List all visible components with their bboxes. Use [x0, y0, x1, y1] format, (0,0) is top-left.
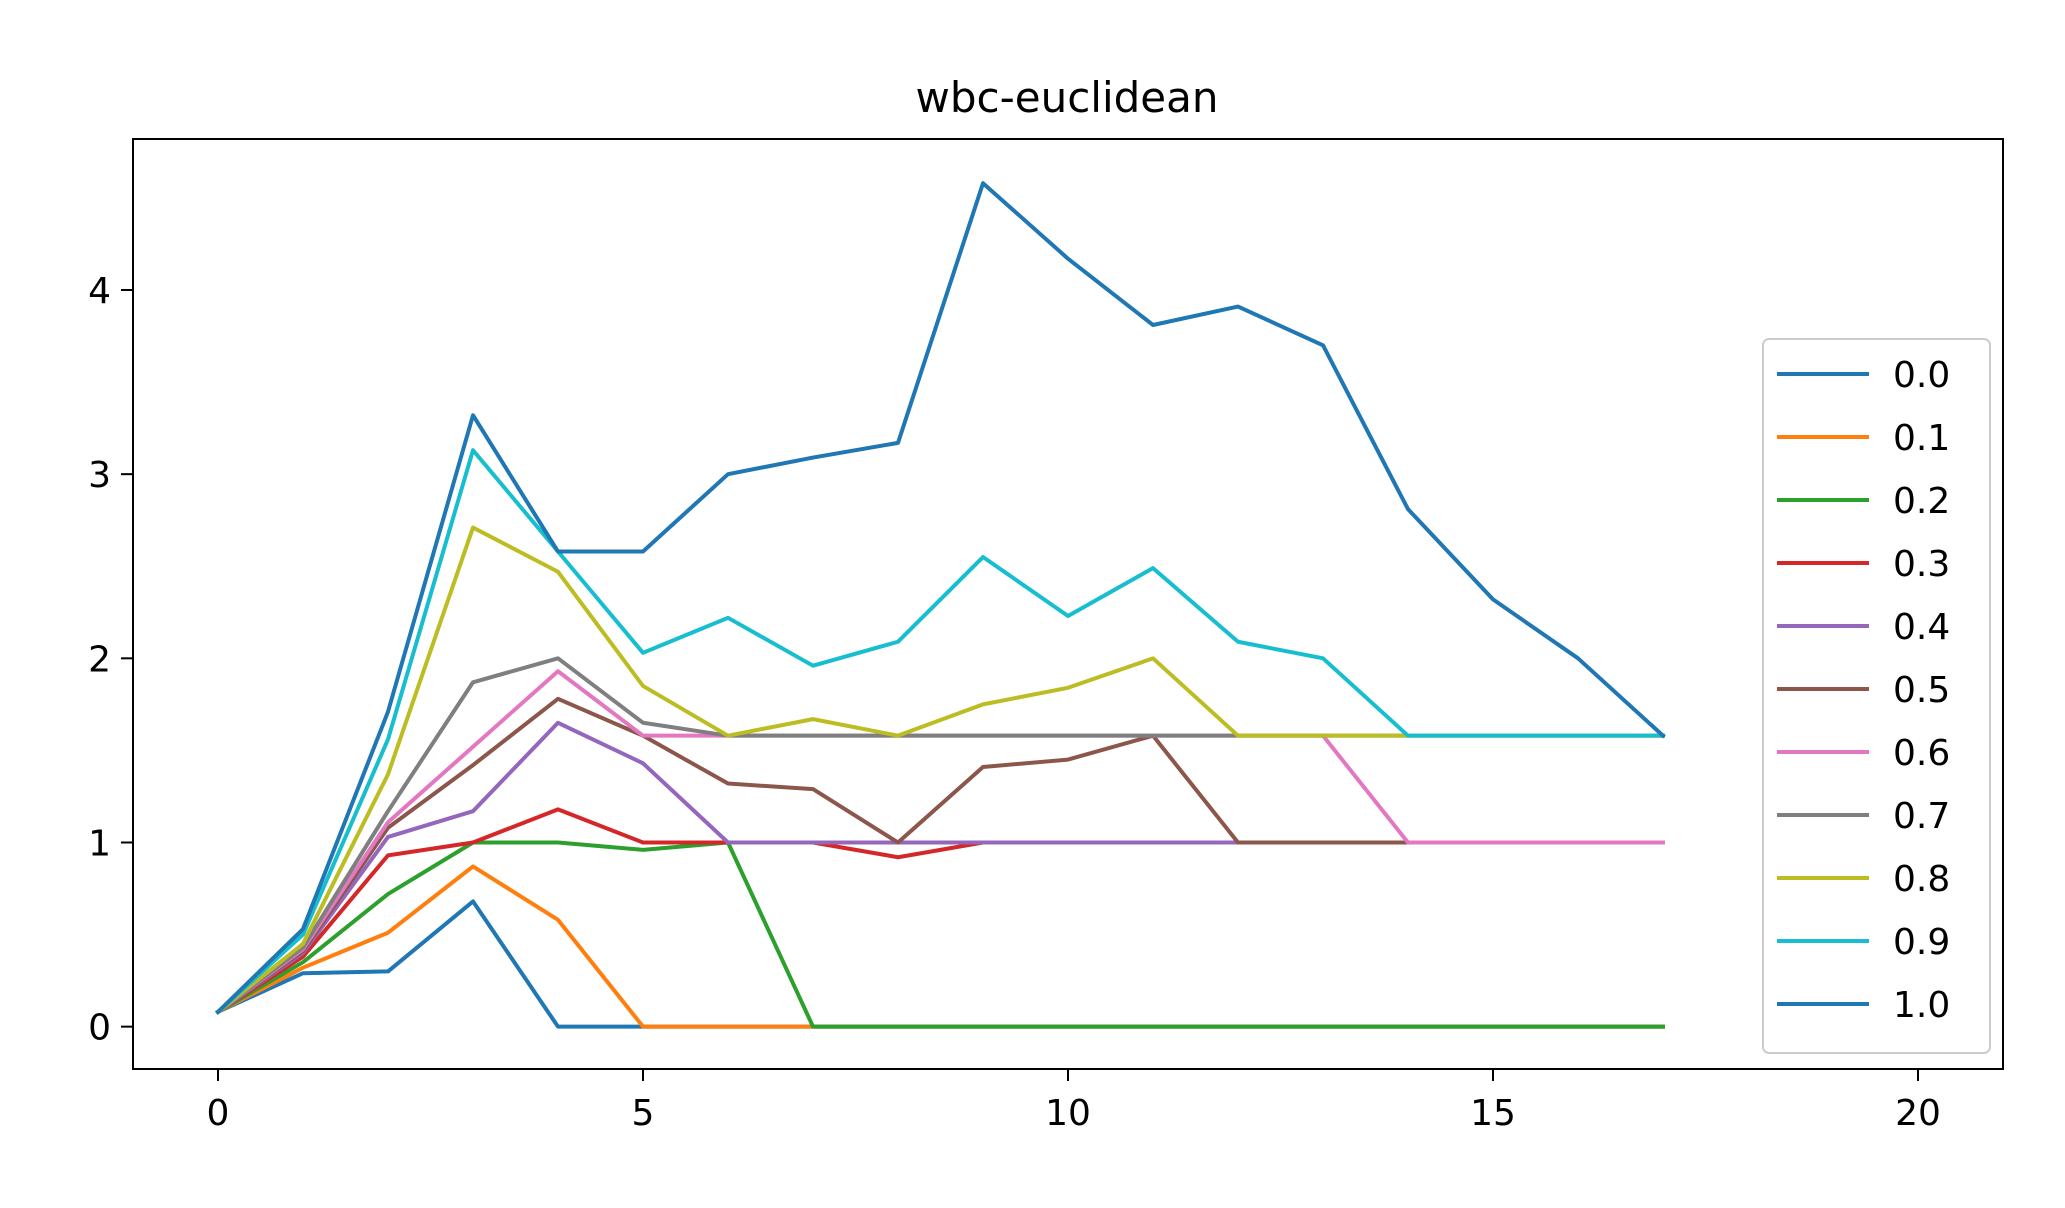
- series-layer: [215, 181, 1666, 1029]
- legend-box: [1762, 338, 1991, 1054]
- series-line-0.2: [215, 840, 1665, 1029]
- y-tick-label: 1: [88, 823, 111, 864]
- legend-label: 1.0: [1893, 985, 1950, 1026]
- plot-area: [133, 139, 2003, 1069]
- legend-label: 0.8: [1893, 859, 1950, 900]
- x-tick-label: 0: [207, 1093, 230, 1134]
- series-line-0.9: [215, 448, 1665, 1015]
- chart-title: wbc-euclidean: [915, 73, 1218, 122]
- legend-label: 0.6: [1893, 733, 1950, 774]
- legend: 0.0 0.1 0.2 0.3 0.4 0.5 0.6 0.7 0.8 0.9 1.0: [1762, 338, 1991, 1054]
- x-tick-label: 20: [1895, 1093, 1941, 1134]
- y-tick-label: 3: [88, 455, 111, 496]
- series-line-1.0: [215, 181, 1666, 1015]
- x-tick-label: 15: [1470, 1093, 1516, 1134]
- x-tick-label: 10: [1045, 1093, 1091, 1134]
- legend-label: 0.9: [1893, 922, 1950, 963]
- legend-label: 0.0: [1893, 355, 1950, 396]
- axes-layer: 0 5 10 15 20 0 1 2 3 4: [88, 138, 2004, 1134]
- y-tick-label: 0: [88, 1008, 111, 1049]
- legend-label: 0.1: [1893, 418, 1950, 459]
- plot-background: [133, 139, 2003, 1069]
- y-tick-label: 4: [88, 271, 111, 312]
- y-tick-label: 2: [88, 639, 111, 680]
- legend-label: 0.5: [1893, 670, 1950, 711]
- legend-label: 0.7: [1893, 796, 1950, 837]
- legend-label: 0.2: [1893, 481, 1950, 522]
- x-tick-label: 5: [632, 1093, 655, 1134]
- legend-label: 0.4: [1893, 607, 1950, 648]
- legend-label: 0.3: [1893, 544, 1950, 585]
